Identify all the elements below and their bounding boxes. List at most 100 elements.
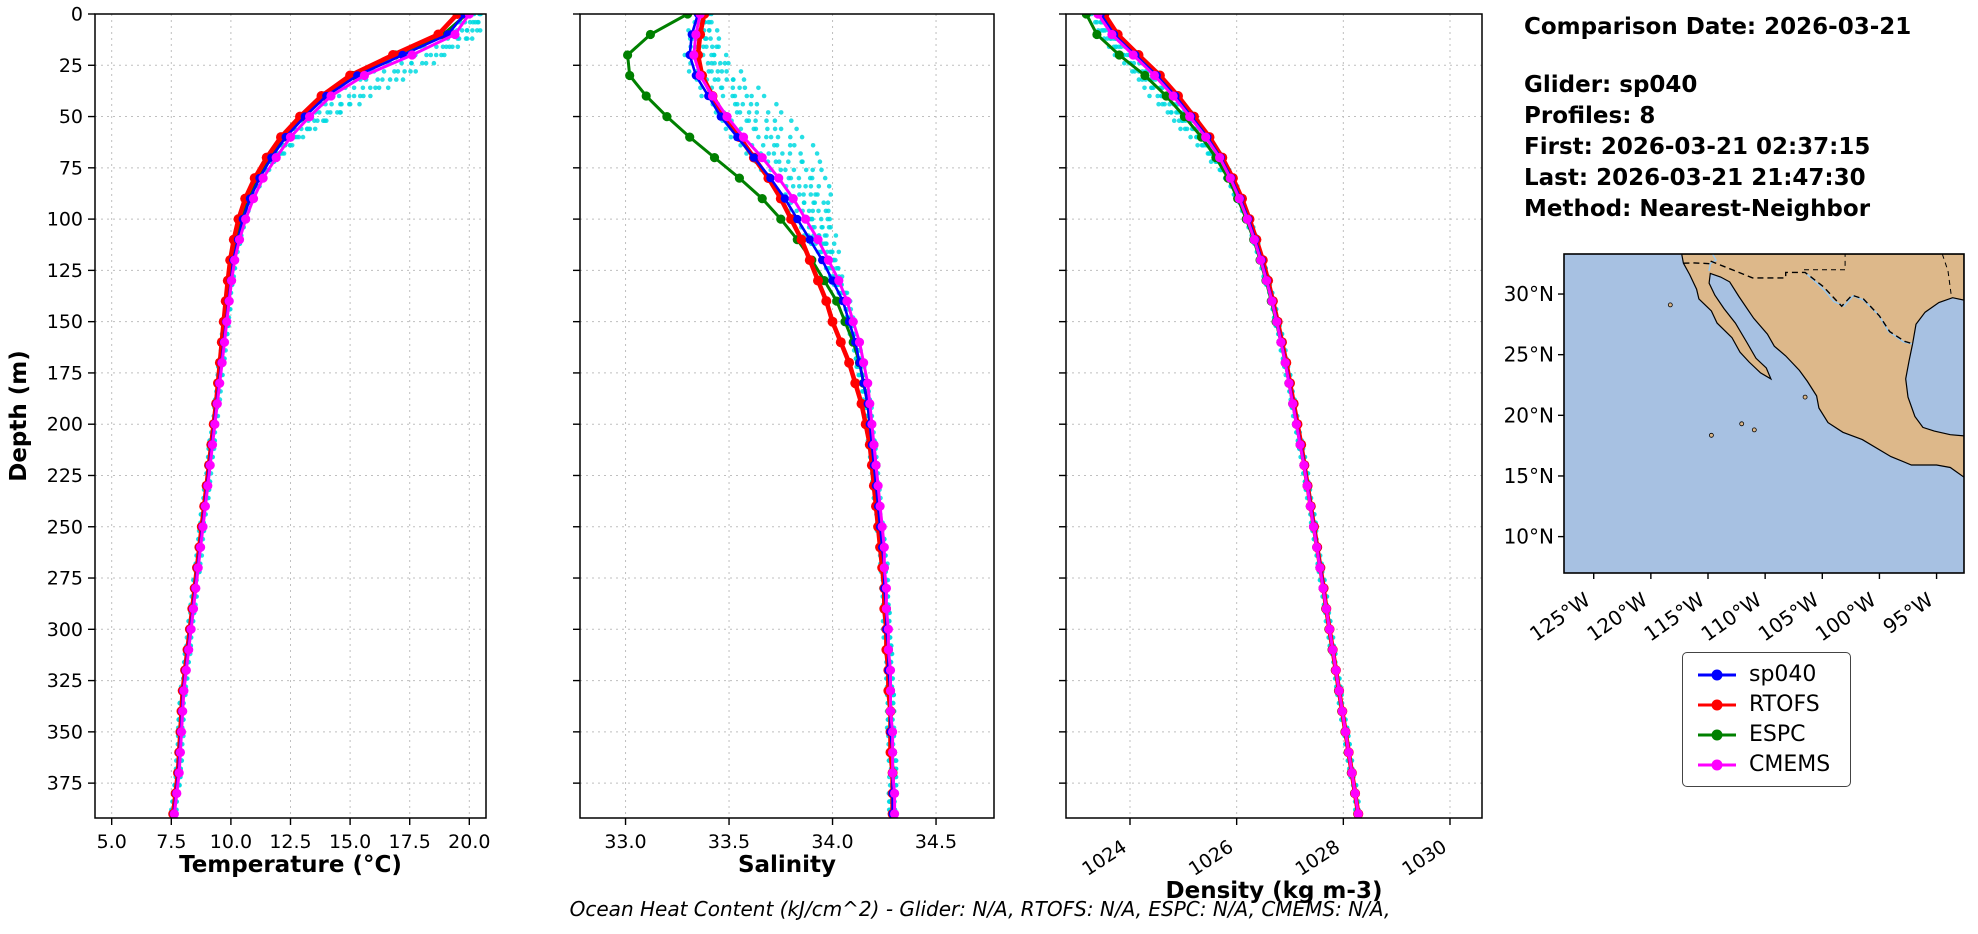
lon-tick-label: 95°W: [1878, 587, 1937, 638]
legend-entry-RTOFS: RTOFS: [1695, 692, 1830, 717]
svg-text:7.5: 7.5: [156, 831, 186, 853]
lon-tick-label: 120°W: [1582, 587, 1652, 646]
legend-marker-icon: [1698, 699, 1736, 710]
comparison-date: Comparison Date: 2026-03-21: [1524, 14, 1912, 40]
legend-label: RTOFS: [1749, 692, 1820, 717]
river: [1804, 271, 1913, 345]
first-timestamp: First: 2026-03-21 02:37:15: [1524, 134, 1871, 160]
lat-tick-label: 30°N: [1504, 282, 1554, 306]
gridlines: [1066, 13, 1482, 818]
lat-tick-label: 20°N: [1504, 403, 1554, 427]
legend-label: sp040: [1749, 662, 1817, 687]
ohc-caption: Ocean Heat Content (kJ/cm^2) - Glider: N…: [569, 897, 1391, 921]
y-axis: [1059, 13, 1066, 784]
lon-tick-label: 125°W: [1525, 587, 1595, 646]
legend-label: ESPC: [1749, 722, 1806, 747]
x-axis: 33.0 33.5 34.0 34.5: [604, 818, 957, 853]
legend-label: CMEMS: [1749, 752, 1831, 777]
series-CMEMS: [689, 14, 900, 818]
svg-text:17.5: 17.5: [389, 831, 431, 853]
svg-text:0: 0: [71, 4, 83, 26]
temperature-plot: 5.0 7.5 10.0 12.5 15.0 17.5 20.0 0 25 50 75 100 125 1…: [47, 4, 491, 879]
svg-text:33.5: 33.5: [708, 831, 750, 853]
svg-text:5.0: 5.0: [97, 831, 127, 853]
gridlines: [580, 13, 994, 818]
svg-text:300: 300: [47, 619, 83, 641]
series-sp040: [1096, 14, 1363, 818]
svg-text:1024: 1024: [1078, 836, 1131, 881]
legend-entry-ESPC: ESPC: [1695, 722, 1830, 747]
legend-marker-icon: [1698, 759, 1736, 770]
svg-text:34.0: 34.0: [811, 831, 853, 853]
legend-entry-CMEMS: CMEMS: [1695, 752, 1830, 777]
map-frame: [1563, 253, 1965, 574]
lat-tick-label: 15°N: [1504, 464, 1554, 488]
svg-text:350: 350: [47, 721, 83, 743]
density-axis-label: Density (kg m-3): [1166, 878, 1383, 904]
glider-name: Glider: sp040: [1524, 72, 1698, 98]
series-ESPC: [1081, 14, 1363, 818]
us-mexico-border: [1683, 259, 1913, 345]
svg-text:225: 225: [47, 465, 83, 487]
map-svg: 10°N 15°N 20°N 25°N 30°N 125°W120°W115°W110°W…: [1504, 253, 1965, 646]
svg-text:200: 200: [47, 414, 83, 436]
y-axis: [573, 13, 580, 784]
density-plot: 1024 1026 1028 1030 Density (kg m-3): [1059, 13, 1483, 904]
series-ESPC: [623, 14, 898, 818]
lat-tick-label: 10°N: [1504, 525, 1554, 549]
island: [1802, 394, 1808, 400]
lon-tick-label: 105°W: [1754, 587, 1824, 646]
svg-text:25: 25: [59, 55, 83, 77]
x-axis: 5.0 7.5 10.0 12.5 15.0 17.5 20.0: [97, 818, 490, 853]
axes-frame: [1065, 13, 1483, 819]
legend-marker-icon: [1698, 669, 1736, 680]
lon-tick-label: 115°W: [1639, 587, 1709, 646]
lon-tick-label: 100°W: [1811, 587, 1881, 646]
series-sp040: [169, 14, 469, 818]
svg-text:34.5: 34.5: [915, 831, 957, 853]
svg-text:33.0: 33.0: [604, 831, 646, 853]
svg-text:1026: 1026: [1185, 836, 1238, 881]
legend: sp040 RTOFS ESPC CMEMS: [1682, 652, 1852, 787]
salinity-plot: 33.0 33.5 34.0 34.5 Salinity: [573, 13, 995, 878]
profile-plots-svg: 5.0 7.5 10.0 12.5 15.0 17.5 20.0 0 25 50 75 100 125 1…: [6, 4, 1483, 904]
state-border: [1804, 254, 1846, 271]
svg-text:275: 275: [47, 568, 83, 590]
svg-text:15.0: 15.0: [329, 831, 371, 853]
island: [1708, 432, 1714, 438]
temperature-axis-label: Temperature (°C): [179, 852, 402, 878]
legend-entry-sp040: sp040: [1695, 662, 1830, 687]
y-axis: 0 25 50 75 100 125 150 175 200 225 250 275 300 325 350…: [47, 4, 95, 795]
salinity-axis-label: Salinity: [738, 852, 836, 878]
svg-text:50: 50: [59, 106, 83, 128]
island: [1751, 427, 1757, 433]
island: [1739, 421, 1745, 427]
series-RTOFS: [1099, 14, 1364, 818]
svg-text:1030: 1030: [1398, 836, 1451, 881]
last-timestamp: Last: 2026-03-21 21:47:30: [1524, 165, 1866, 191]
svg-text:20.0: 20.0: [448, 831, 490, 853]
glider-scatter: [682, 14, 899, 813]
island: [1667, 302, 1673, 308]
svg-text:150: 150: [47, 311, 83, 333]
series-CMEMS: [169, 14, 474, 818]
lat-tick-label: 25°N: [1504, 343, 1554, 367]
svg-text:100: 100: [47, 209, 83, 231]
svg-text:175: 175: [47, 362, 83, 384]
svg-text:375: 375: [47, 773, 83, 795]
profile-plots: 5.0 7.5 10.0 12.5 15.0 17.5 20.0 0 25 50 75 100 125 1…: [6, 4, 1483, 904]
info-panel: Comparison Date: 2026-03-21 Glider: sp04…: [1524, 12, 1911, 225]
svg-text:1028: 1028: [1291, 836, 1344, 881]
profiles-count: Profiles: 8: [1524, 103, 1656, 129]
map-panel: 10°N 15°N 20°N 25°N 30°N 125°W 120°W 115°W 110°W…: [1480, 228, 1978, 672]
method-label: Method: Nearest-Neighbor: [1524, 196, 1871, 222]
gridlines: [95, 13, 486, 818]
axes-frame: [579, 13, 995, 819]
info-gap: [1524, 43, 1911, 70]
svg-text:12.5: 12.5: [269, 831, 311, 853]
series-CMEMS: [1093, 14, 1363, 818]
svg-text:125: 125: [47, 260, 83, 282]
svg-text:325: 325: [47, 670, 83, 692]
x-axis: 1024 1026 1028 1030: [1078, 818, 1451, 881]
